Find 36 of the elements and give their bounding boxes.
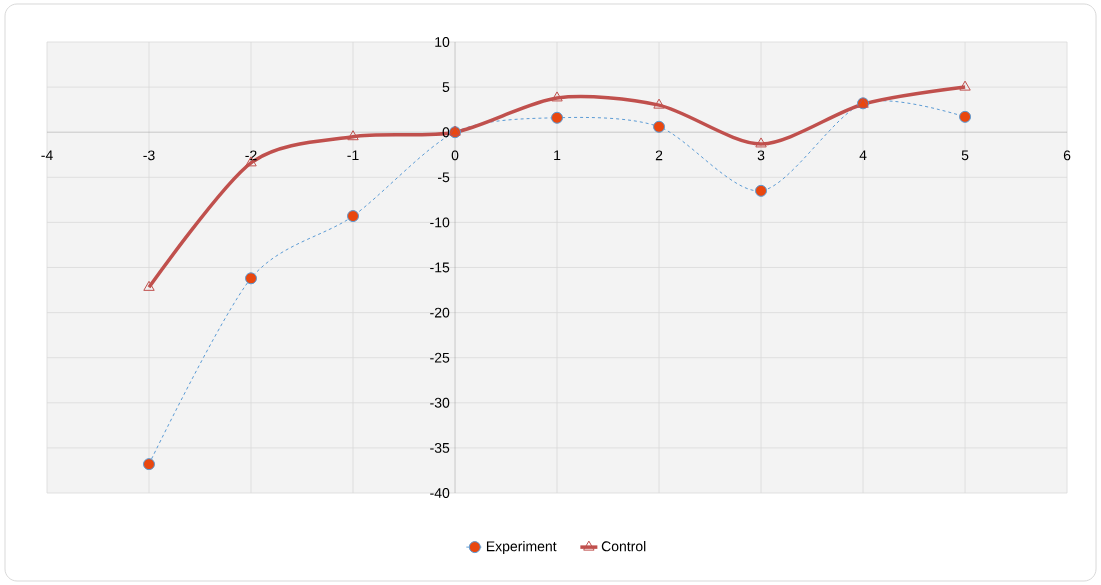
point bbox=[551, 111, 564, 124]
point bbox=[755, 137, 767, 148]
x-tick-label: 4 bbox=[859, 150, 867, 161]
x-tick-label: 3 bbox=[757, 150, 765, 161]
x-tick-label: -3 bbox=[143, 150, 155, 161]
x-tick-label: -4 bbox=[41, 150, 53, 161]
x-tick-label: -1 bbox=[347, 150, 359, 161]
x-tick-label: 5 bbox=[961, 150, 969, 161]
y-tick-label: -30 bbox=[430, 397, 450, 408]
y-tick-label: -15 bbox=[430, 262, 450, 273]
y-tick-label: -20 bbox=[430, 307, 450, 318]
x-tick-label: 0 bbox=[451, 150, 459, 161]
y-tick-label: -10 bbox=[430, 217, 450, 228]
point bbox=[755, 184, 768, 197]
y-tick-label: -25 bbox=[430, 352, 450, 363]
point bbox=[653, 98, 665, 109]
y-tick-label: -5 bbox=[438, 172, 450, 183]
x-tick-label: 2 bbox=[655, 150, 663, 161]
legend-label: Experiment bbox=[486, 541, 557, 555]
point bbox=[245, 272, 258, 285]
point bbox=[143, 458, 155, 471]
point bbox=[959, 80, 971, 91]
x-tick-label: 6 bbox=[1063, 150, 1071, 161]
legend-label: Control bbox=[601, 541, 646, 552]
point bbox=[959, 110, 972, 123]
point bbox=[347, 130, 359, 141]
point bbox=[347, 210, 360, 223]
point bbox=[653, 120, 666, 133]
y-tick-label: 10 bbox=[435, 37, 450, 47]
point bbox=[551, 91, 563, 102]
x-tick-label: 1 bbox=[554, 150, 561, 161]
y-tick-label: -40 bbox=[430, 488, 450, 498]
x-tick-label: -2 bbox=[245, 150, 257, 161]
y-tick-label: -35 bbox=[430, 442, 450, 453]
y-tick-label: 5 bbox=[442, 82, 450, 92]
point bbox=[143, 280, 155, 291]
